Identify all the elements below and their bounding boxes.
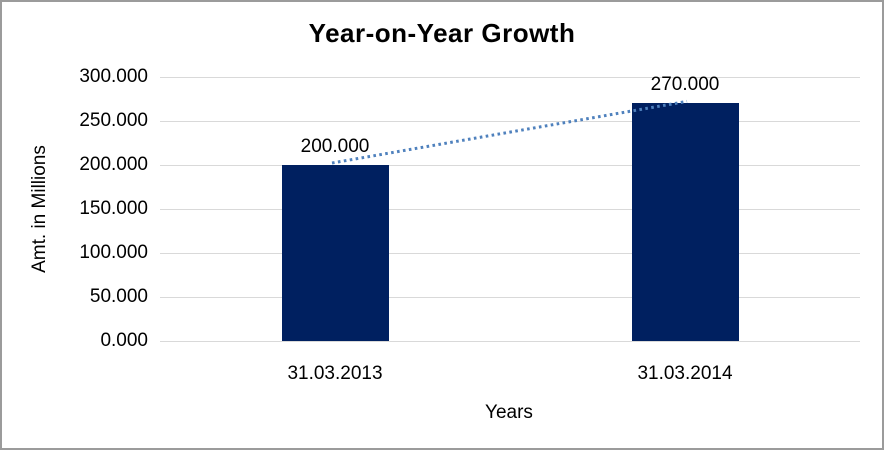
- data-label: 200.000: [300, 136, 370, 157]
- gridline: [160, 165, 860, 166]
- x-axis-tick-label: 31.03.2013: [287, 363, 383, 384]
- data-label: 270.000: [650, 74, 720, 96]
- gridline: [160, 121, 860, 122]
- y-axis-tick-label: 150.000: [79, 198, 148, 219]
- y-axis-tick-label: 300.000: [79, 66, 148, 87]
- bar-31.03.2013: [281, 165, 389, 341]
- gridline: [160, 77, 860, 78]
- bar-31.03.2014: [631, 103, 739, 341]
- chart-title: Year-on-Year Growth: [308, 18, 576, 48]
- x-axis-tick-label: 31.03.2014: [637, 363, 733, 384]
- gridline: [160, 297, 860, 298]
- y-axis-tick-label: 250.000: [79, 110, 148, 131]
- gridline: [160, 341, 860, 342]
- y-axis-tick-label: 200.000: [79, 154, 148, 175]
- gridline: [160, 209, 860, 210]
- x-axis-title: Years: [485, 402, 533, 423]
- gridline: [160, 253, 860, 254]
- y-axis-tick-label: 100.000: [79, 242, 148, 263]
- y-axis-tick-label: 0.000: [100, 330, 148, 351]
- y-axis-tick-label: 50.000: [89, 286, 148, 307]
